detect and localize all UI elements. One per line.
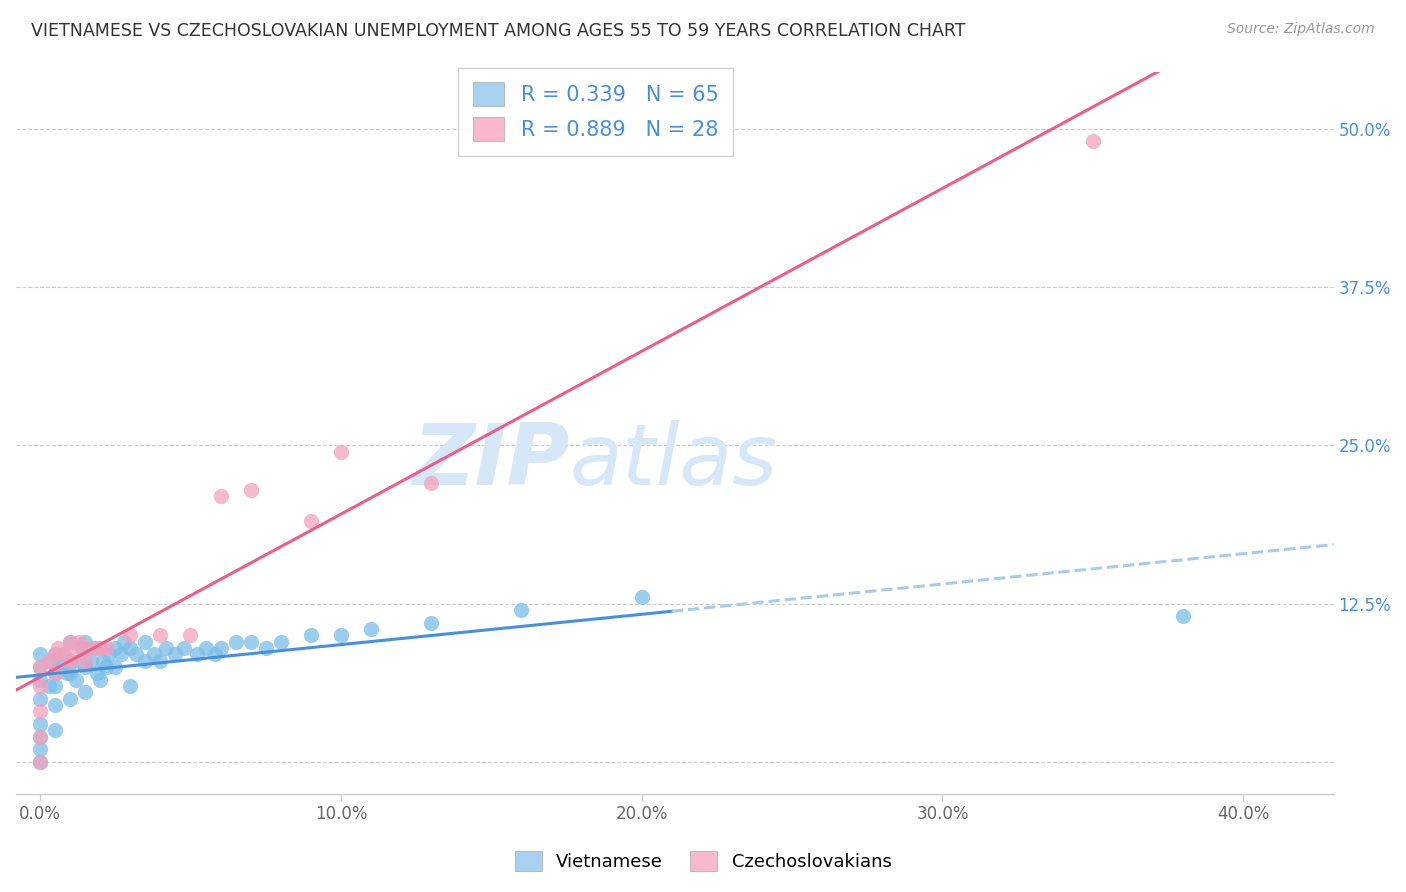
Point — [30, 691, 52, 706]
Point — [329, 628, 352, 642]
Point — [1171, 609, 1194, 624]
Point — [209, 641, 232, 656]
Point — [96, 641, 118, 656]
Point — [239, 634, 262, 648]
Point — [70, 641, 93, 656]
Point — [420, 476, 443, 491]
Point — [89, 673, 111, 687]
Point — [30, 730, 52, 744]
Point — [96, 660, 118, 674]
Point — [30, 673, 52, 687]
Point — [510, 603, 533, 617]
Point — [49, 660, 72, 674]
Point — [149, 654, 172, 668]
Point — [179, 628, 201, 642]
Point — [75, 660, 97, 674]
Point — [30, 755, 52, 769]
Point — [41, 654, 63, 668]
Point — [38, 679, 60, 693]
Point — [44, 648, 66, 662]
Point — [120, 641, 142, 656]
Point — [30, 648, 52, 662]
Point — [67, 634, 90, 648]
Point — [44, 648, 66, 662]
Point — [30, 742, 52, 756]
Point — [299, 628, 322, 642]
Point — [67, 654, 90, 668]
Point — [239, 483, 262, 497]
Point — [173, 641, 195, 656]
Point — [75, 634, 97, 648]
Point — [329, 444, 352, 458]
Point — [59, 654, 82, 668]
Point — [104, 660, 127, 674]
Point — [56, 666, 79, 681]
Point — [83, 641, 105, 656]
Point — [186, 648, 208, 662]
Point — [44, 666, 66, 681]
Point — [30, 679, 52, 693]
Point — [91, 654, 114, 668]
Point — [75, 641, 97, 656]
Point — [65, 648, 87, 662]
Point — [149, 628, 172, 642]
Point — [134, 654, 156, 668]
Point — [44, 666, 66, 681]
Point — [209, 489, 232, 503]
Point — [53, 648, 76, 662]
Point — [134, 634, 156, 648]
Point — [155, 641, 177, 656]
Point — [89, 641, 111, 656]
Point — [44, 698, 66, 712]
Legend: R = 0.339   N = 65, R = 0.889   N = 28: R = 0.339 N = 65, R = 0.889 N = 28 — [458, 68, 733, 155]
Point — [30, 717, 52, 731]
Point — [299, 515, 322, 529]
Point — [98, 648, 121, 662]
Point — [30, 704, 52, 718]
Point — [89, 641, 111, 656]
Point — [59, 691, 82, 706]
Point — [75, 654, 97, 668]
Text: atlas: atlas — [569, 420, 778, 503]
Point — [360, 622, 382, 636]
Point — [194, 641, 217, 656]
Point — [143, 648, 166, 662]
Point — [59, 666, 82, 681]
Point — [59, 634, 82, 648]
Point — [86, 666, 108, 681]
Point — [30, 730, 52, 744]
Text: ZIP: ZIP — [412, 420, 569, 503]
Point — [630, 591, 652, 605]
Point — [112, 634, 135, 648]
Point — [254, 641, 277, 656]
Text: Source: ZipAtlas.com: Source: ZipAtlas.com — [1227, 22, 1375, 37]
Point — [1081, 135, 1104, 149]
Point — [110, 648, 132, 662]
Point — [83, 641, 105, 656]
Point — [44, 679, 66, 693]
Point — [53, 648, 76, 662]
Point — [30, 660, 52, 674]
Point — [204, 648, 226, 662]
Legend: Vietnamese, Czechoslovakians: Vietnamese, Czechoslovakians — [508, 844, 898, 879]
Point — [125, 648, 148, 662]
Point — [30, 755, 52, 769]
Point — [270, 634, 292, 648]
Point — [80, 654, 103, 668]
Point — [165, 648, 187, 662]
Point — [46, 641, 69, 656]
Point — [38, 654, 60, 668]
Point — [30, 660, 52, 674]
Point — [120, 628, 142, 642]
Point — [420, 615, 443, 630]
Point — [225, 634, 247, 648]
Point — [59, 634, 82, 648]
Point — [120, 679, 142, 693]
Point — [75, 685, 97, 699]
Point — [59, 654, 82, 668]
Text: VIETNAMESE VS CZECHOSLOVAKIAN UNEMPLOYMENT AMONG AGES 55 TO 59 YEARS CORRELATION: VIETNAMESE VS CZECHOSLOVAKIAN UNEMPLOYME… — [31, 22, 966, 40]
Point — [104, 641, 127, 656]
Point — [44, 723, 66, 738]
Point — [65, 673, 87, 687]
